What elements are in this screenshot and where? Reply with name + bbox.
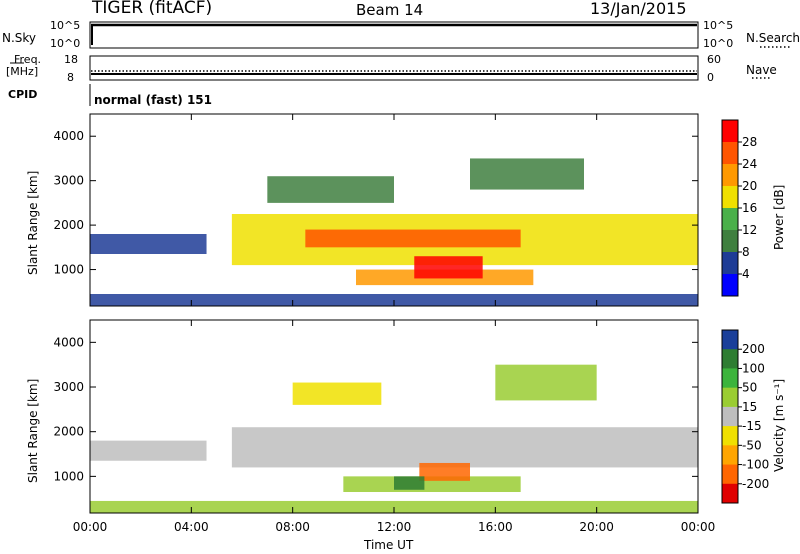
freq-tick-low: 8 — [67, 71, 74, 84]
colorbar-tick-label: 100 — [742, 361, 765, 375]
nave-tick-low: 0 — [707, 71, 714, 84]
colorbar-tick-label: 15 — [742, 400, 757, 414]
colorbar-swatch — [722, 186, 738, 209]
colorbar-swatch — [722, 349, 738, 369]
colorbar-tick-label: 16 — [742, 201, 757, 215]
colorbar-tick-label: 8 — [742, 245, 750, 259]
freq-unit: [MHz] — [6, 65, 39, 78]
colorbar-swatch — [722, 483, 738, 504]
x-tick-label: 00:00 — [73, 520, 108, 534]
x-tick-label: 08:00 — [275, 520, 310, 534]
cpid-value: normal (fast) 151 — [94, 93, 212, 107]
colorbar-swatch — [722, 368, 738, 389]
colorbar-swatch — [722, 426, 738, 446]
colorbar-swatch — [722, 208, 738, 231]
y-tick-label: 4000 — [53, 129, 84, 143]
colorbar-tick-label: -200 — [742, 477, 769, 491]
x-axis-title: Time UT — [364, 538, 414, 552]
freq-panel — [89, 55, 699, 81]
colorbar-swatch — [722, 330, 738, 350]
colorbar-tick-label: 200 — [742, 342, 765, 356]
colorbar-tick-label: -15 — [742, 419, 762, 433]
x-tick-label: 04:00 — [174, 520, 209, 534]
nsky-tick-high: 10^5 — [50, 19, 81, 32]
x-tick-label: 20:00 — [579, 520, 614, 534]
y-tick-label: 3000 — [53, 174, 84, 188]
y-tick-label: 1000 — [53, 469, 84, 483]
freq-tick-high: 18 — [64, 53, 78, 66]
colorbar-swatch — [722, 274, 738, 297]
colorbar-tick-label: -100 — [742, 458, 769, 472]
scatter-region — [343, 476, 521, 493]
radar-title: TIGER (fitACF) — [92, 0, 213, 18]
scatter-region — [495, 364, 597, 401]
beam-label: Beam 14 — [356, 1, 424, 19]
colorbar-swatch — [722, 230, 738, 253]
y-tick-label: 2000 — [53, 218, 84, 232]
velocity-colorbar: 200 100 50 15 -15 -50 -100 -200 — [721, 329, 769, 504]
power-panel: 4000 3000 2000 1000 — [53, 113, 699, 307]
colorbar-tick-label: 4 — [742, 267, 750, 281]
velocity-colorbar-title: Velocity [m s⁻¹] — [772, 378, 786, 472]
colorbar-swatch — [722, 464, 738, 485]
scatter-region — [267, 176, 394, 203]
y-tick-label: 2000 — [53, 425, 84, 439]
colorbar-tick-label: 28 — [742, 135, 757, 149]
colorbar-swatch — [722, 164, 738, 187]
colorbar-frame — [721, 329, 739, 504]
scatter-region — [90, 500, 698, 513]
colorbar-tick-label: 20 — [742, 179, 757, 193]
colorbar-swatch — [722, 120, 738, 143]
nsky-panel — [89, 21, 699, 49]
x-tick-label: 00:00 — [681, 520, 716, 534]
y-tick-label: 3000 — [53, 380, 84, 394]
x-tick-label: 12:00 — [377, 520, 412, 534]
nsky-label: N.Sky — [2, 31, 37, 45]
velocity-panel: 4000 3000 2000 1000 — [53, 319, 699, 514]
colorbar-swatch — [722, 387, 738, 408]
y-tick-label: 1000 — [53, 263, 84, 277]
scatter-region — [470, 158, 584, 190]
scatter-region — [394, 476, 425, 490]
y-tick-label: 4000 — [53, 335, 84, 349]
colorbar-swatch — [722, 445, 738, 466]
nave-tick-high: 60 — [707, 53, 721, 66]
colorbar-swatch — [722, 142, 738, 165]
scatter-region — [419, 462, 470, 481]
y-axis-title-velocity: Slant Range [km] — [26, 378, 40, 483]
nave-label: Nave — [746, 63, 777, 77]
scatter-region — [292, 382, 382, 405]
colorbar-tick-label: 12 — [742, 223, 757, 237]
scatter-region — [231, 427, 698, 468]
scatter-region — [90, 440, 207, 461]
scatter-region — [90, 234, 207, 254]
scatter-region — [414, 256, 483, 279]
colorbar-tick-label: 24 — [742, 157, 757, 171]
y-axis-title-power: Slant Range [km] — [26, 170, 40, 275]
time-axis: 00:00 04:00 08:00 12:00 16:00 20:00 00:00 — [73, 520, 716, 534]
power-colorbar-title: Power [dB] — [772, 184, 786, 250]
nsearch-label: N.Search — [746, 31, 800, 45]
power-colorbar: 28 24 20 16 12 8 4 — [721, 119, 757, 297]
x-tick-label: 16:00 — [478, 520, 513, 534]
colorbar-tick-label: -50 — [742, 438, 762, 452]
nsky-tick-low: 10^0 — [50, 37, 81, 50]
nsearch-tick-high: 10^5 — [703, 19, 734, 32]
colorbar-tick-label: 50 — [742, 381, 757, 395]
nsearch-tick-low: 10^0 — [703, 37, 734, 50]
date-label: 13/Jan/2015 — [590, 0, 687, 18]
scatter-region — [305, 229, 521, 248]
colorbar-swatch — [722, 252, 738, 275]
colorbar-swatch — [722, 406, 738, 427]
cpid-label: CPID — [8, 88, 38, 101]
